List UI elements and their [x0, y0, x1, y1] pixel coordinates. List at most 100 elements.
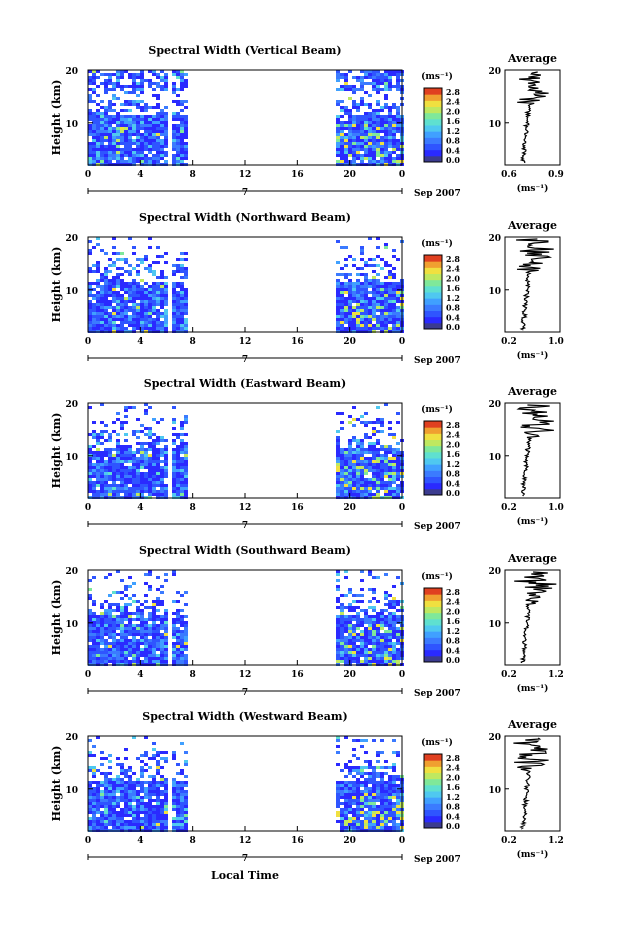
- heatmap-cell: [176, 457, 180, 460]
- heatmap-cell: [100, 324, 104, 327]
- heatmap-cell: [112, 817, 116, 820]
- heatmap-cell: [344, 490, 348, 493]
- heatmap-cell: [380, 609, 384, 612]
- heatmap-cell: [160, 645, 164, 648]
- heatmap-cell: [124, 493, 128, 496]
- heatmap-cell: [344, 466, 348, 469]
- heatmap-cell: [184, 775, 188, 778]
- heatmap-cell: [104, 654, 108, 657]
- heatmap-cell: [380, 258, 384, 261]
- heatmap-cell: [368, 796, 372, 799]
- heatmap-cell: [116, 454, 120, 457]
- heatmap-cell: [100, 460, 104, 463]
- heatmap-cell: [184, 475, 188, 478]
- heatmap-cell: [396, 484, 400, 487]
- heatmap-cell: [388, 76, 392, 79]
- heatmap-cell: [160, 751, 164, 754]
- heatmap-cell: [140, 648, 144, 651]
- heatmap-cell: [136, 133, 140, 136]
- heatmap-cell: [164, 573, 168, 576]
- heatmap-cell: [128, 264, 132, 267]
- heatmap-cell: [120, 300, 124, 303]
- heatmap-cell: [384, 127, 388, 130]
- heatmap-cell: [136, 808, 140, 811]
- heatmap-cell: [384, 811, 388, 814]
- heatmap-cell: [356, 448, 360, 451]
- heatmap-cell: [380, 297, 384, 300]
- heatmap-cell: [100, 796, 104, 799]
- heatmap-cell: [180, 142, 184, 145]
- heatmap-cell: [176, 814, 180, 817]
- heatmap-cell: [88, 112, 92, 115]
- heatmap-cell: [340, 802, 344, 805]
- heatmap-cell: [352, 297, 356, 300]
- heatmap-cell: [100, 615, 104, 618]
- heatmap-cell: [368, 763, 372, 766]
- heatmap-cell: [112, 154, 116, 157]
- colorbar-swatch: [424, 94, 442, 101]
- heatmap-cell: [392, 654, 396, 657]
- heatmap-cell: [112, 481, 116, 484]
- heatmap-cell: [180, 814, 184, 817]
- heatmap-cell: [340, 327, 344, 330]
- heatmap-cell: [396, 463, 400, 466]
- heatmap-cell: [384, 621, 388, 624]
- heatmap-cell: [136, 639, 140, 642]
- heatmap-cell: [372, 112, 376, 115]
- heatmap-cell: [184, 796, 188, 799]
- heatmap-cell: [376, 139, 380, 142]
- heatmap-cell: [128, 145, 132, 148]
- heatmap-cell: [340, 306, 344, 309]
- heatmap-cell: [124, 309, 128, 312]
- heatmap-cell: [340, 606, 344, 609]
- heatmap-cell: [120, 823, 124, 826]
- heatmap-cell: [344, 151, 348, 154]
- heatmap-cell: [104, 430, 108, 433]
- heatmap-cell: [160, 490, 164, 493]
- heatmap-cell: [348, 127, 352, 130]
- heatmap-cell: [364, 772, 368, 775]
- heatmap-cell: [112, 82, 116, 85]
- heatmap-cell: [104, 300, 108, 303]
- heatmap-cell: [176, 258, 180, 261]
- heatmap-cell: [104, 136, 108, 139]
- heatmap-cell: [360, 133, 364, 136]
- heatmap-cell: [140, 309, 144, 312]
- heatmap-cell: [392, 433, 396, 436]
- heatmap-cell: [152, 757, 156, 760]
- profile-title: Average: [507, 52, 557, 65]
- heatmap-cell: [376, 790, 380, 793]
- colorbar-tick: 2.8: [446, 420, 460, 430]
- heatmap-cell: [180, 160, 184, 163]
- heatmap-cell: [148, 618, 152, 621]
- heatmap-cell: [152, 784, 156, 787]
- heatmap-cell: [140, 811, 144, 814]
- heatmap-cell: [336, 478, 340, 481]
- heatmap-cell: [164, 73, 168, 76]
- heatmap-cell: [104, 73, 108, 76]
- heatmap-cell: [344, 264, 348, 267]
- heatmap-cell: [132, 157, 136, 160]
- heatmap-cell: [372, 88, 376, 91]
- heatmap-cell: [156, 460, 160, 463]
- heatmap-cell: [140, 279, 144, 282]
- heatmap-cell: [348, 487, 352, 490]
- heatmap-cell: [344, 621, 348, 624]
- heatmap-cell: [96, 439, 100, 442]
- profile-ytick: 10: [488, 786, 501, 796]
- heatmap-cell: [368, 820, 372, 823]
- heatmap-cell: [376, 318, 380, 321]
- heatmap-cell: [388, 817, 392, 820]
- heatmap-cell: [176, 633, 180, 636]
- heatmap-cell: [96, 148, 100, 151]
- heatmap-cell: [396, 472, 400, 475]
- heatmap-cell: [140, 484, 144, 487]
- heatmap-cell: [104, 252, 108, 255]
- heatmap-cell: [112, 130, 116, 133]
- heatmap-cell: [140, 285, 144, 288]
- profile-ytick: 20: [488, 733, 501, 743]
- heatmap-cell: [172, 475, 176, 478]
- heatmap-cell: [184, 318, 188, 321]
- heatmap-cell: [396, 115, 400, 118]
- heatmap-cell: [380, 636, 384, 639]
